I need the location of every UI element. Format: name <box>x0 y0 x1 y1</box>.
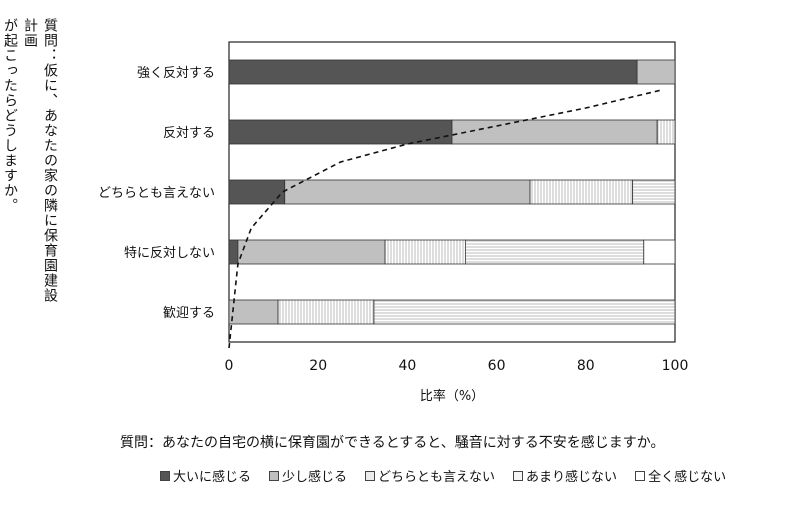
category-label: 強く反対する <box>137 66 215 81</box>
category-label: 特に反対しない <box>124 246 215 261</box>
legend-item: 少し感じる <box>269 466 347 485</box>
x-tick-label: 80 <box>577 358 595 374</box>
legend-label: 少し感じる <box>282 470 348 485</box>
legend-swatch <box>513 470 524 481</box>
bar-segment <box>228 119 453 145</box>
bar-segment <box>228 299 279 325</box>
bar-segment <box>636 59 676 85</box>
x-tick-label: 20 <box>309 358 327 374</box>
legend-item: 大いに感じる <box>160 466 251 485</box>
bar-segment <box>384 239 466 265</box>
legend-item: どちらとも言えない <box>365 466 495 485</box>
legend-swatch <box>365 470 376 481</box>
bar-segment <box>656 119 676 145</box>
trend-curve <box>228 89 662 349</box>
bar-segment <box>373 299 676 325</box>
category-label: どちらとも言えない <box>98 186 215 201</box>
side-question: 質問：仮に、あなたの家の隣に保育園建設計画 が起こったらどうしますか。 <box>2 18 60 308</box>
bar-segment <box>277 299 375 325</box>
legend-label: 全く感じない <box>648 470 727 485</box>
x-tick-label: 40 <box>398 358 416 374</box>
side-question-line2: が起こったらどうしますか。 <box>2 18 18 213</box>
bar-segment <box>529 179 634 205</box>
bottom-question: 質問：あなたの自宅の横に保育園ができるとすると、騒音に対する不安を感じますか。 <box>120 435 665 451</box>
category-label: 歓迎する <box>163 306 215 321</box>
bar-segment <box>464 239 645 265</box>
x-axis-label: 比率（%） <box>420 388 484 404</box>
legend-item: あまり感じない <box>513 466 617 485</box>
legend-label: どちらとも言えない <box>378 470 496 485</box>
bar-segment <box>451 119 658 145</box>
legend: 大いに感じる 少し感じる どちらとも言えない あまり感じない 全く感じない <box>160 466 726 485</box>
bar-segment <box>228 59 638 85</box>
bar-segment <box>632 179 676 205</box>
legend-swatch <box>160 470 170 481</box>
category-label: 反対する <box>163 126 215 141</box>
legend-label: 大いに感じる <box>173 470 252 485</box>
bar-segment <box>228 239 239 265</box>
x-tick-label: 100 <box>662 358 689 374</box>
side-question-line1: 質問：仮に、あなたの家の隣に保育園建設計画 <box>22 18 58 303</box>
legend-swatch <box>269 470 280 481</box>
legend-item: 全く感じない <box>635 466 726 485</box>
x-tick-label: 60 <box>488 358 506 374</box>
bar-segment <box>284 179 531 205</box>
bar-segment <box>237 239 386 265</box>
legend-swatch <box>635 470 646 481</box>
bar-segment <box>643 239 676 265</box>
bar-segment <box>228 179 286 205</box>
legend-label: あまり感じない <box>526 470 618 485</box>
x-tick-label: 0 <box>225 358 234 374</box>
